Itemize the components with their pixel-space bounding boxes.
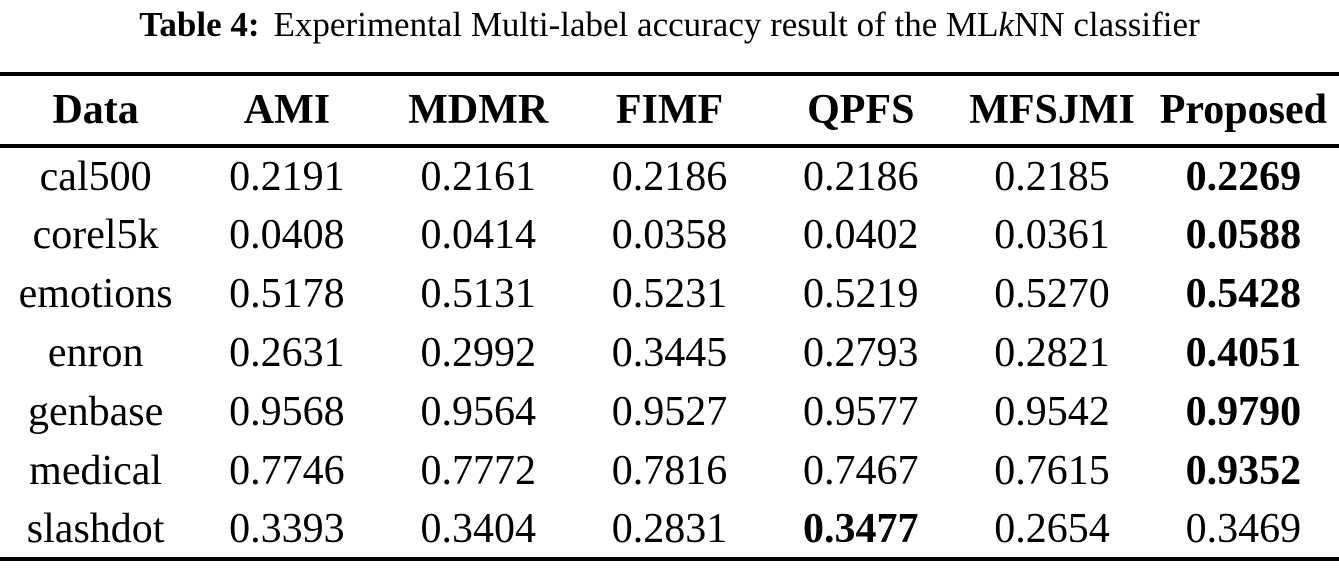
value-cell: 0.3404	[420, 505, 536, 552]
column-header-fimf: FIMF	[615, 87, 724, 133]
value-cell: 0.2269	[1185, 153, 1302, 200]
value-cell: 0.9568	[229, 388, 345, 435]
column-header-proposed: Proposed	[1159, 87, 1327, 133]
results-table: Data AMI MDMR FIMF QPFS MFSJMI Proposed cal500…	[0, 72, 1339, 561]
caption-label: Table 4:	[139, 5, 260, 44]
value-cell: 0.2654	[994, 505, 1110, 552]
value-cell: 0.7746	[229, 447, 345, 494]
dataset-name: corel5k	[32, 211, 159, 258]
table-header: Data AMI MDMR FIMF QPFS MFSJMI Proposed	[0, 74, 1339, 146]
value-cell: 0.0358	[611, 211, 728, 258]
value-cell: 0.9790	[1185, 388, 1302, 435]
value-cell: 0.2992	[420, 329, 536, 376]
column-header-data: Data	[52, 87, 139, 133]
value-cell: 0.5178	[229, 270, 345, 317]
dataset-name: medical	[29, 447, 163, 494]
table-row: medical 0.7746 0.7772 0.7816 0.7467 0.7615 0.9…	[0, 441, 1339, 500]
value-cell: 0.5428	[1185, 270, 1302, 317]
value-cell: 0.0402	[803, 211, 919, 258]
value-cell: 0.7816	[611, 447, 728, 494]
table-row: enron 0.2631 0.2992 0.3445 0.2793 0.2821 0.405…	[0, 323, 1339, 382]
column-header-mdmr: MDMR	[408, 87, 549, 133]
value-cell: 0.7467	[803, 447, 919, 494]
column-header-qpfs: QPFS	[807, 87, 915, 133]
value-cell: 0.9527	[611, 388, 728, 435]
table-row: corel5k 0.0408 0.0414 0.0358 0.0402 0.0361 0.0…	[0, 205, 1339, 264]
value-cell: 0.3393	[229, 505, 345, 552]
value-cell: 0.3477	[803, 505, 919, 552]
value-cell: 0.5219	[803, 270, 919, 317]
table-row: genbase 0.9568 0.9564 0.9527 0.9577 0.9542 0.9…	[0, 382, 1339, 441]
column-header-ami: AMI	[243, 87, 331, 133]
value-cell: 0.7615	[994, 447, 1110, 494]
dataset-name: genbase	[28, 388, 164, 435]
value-cell: 0.2821	[994, 329, 1110, 376]
dataset-name: emotions	[18, 270, 173, 317]
header-row: Data AMI MDMR FIMF QPFS MFSJMI Proposed	[0, 74, 1339, 146]
value-cell: 0.9577	[803, 388, 919, 435]
value-cell: 0.9564	[420, 388, 536, 435]
value-cell: 0.0361	[994, 211, 1110, 258]
table-row: emotions 0.5178 0.5131 0.5231 0.5219 0.5270 0.…	[0, 264, 1339, 323]
table-row: slashdot 0.3393 0.3404 0.2831 0.3477 0.2654 0.…	[0, 500, 1339, 559]
dataset-name: enron	[47, 329, 144, 376]
value-cell: 0.2186	[803, 153, 919, 200]
caption-italic-k: k	[998, 5, 1015, 44]
value-cell: 0.9542	[994, 388, 1110, 435]
value-cell: 0.3445	[611, 329, 728, 376]
dataset-name: cal500	[39, 153, 152, 200]
table-body: cal500 0.2191 0.2161 0.2186 0.2186 0.2185 0.22…	[0, 146, 1339, 559]
value-cell: 0.2185	[994, 153, 1110, 200]
value-cell: 0.3469	[1185, 505, 1302, 552]
table-caption: Table 4: Experimental Multi-label accurac…	[0, 0, 1339, 45]
column-header-mfsjmi: MFSJMI	[969, 87, 1135, 133]
value-cell: 0.2793	[803, 329, 919, 376]
value-cell: 0.0588	[1185, 211, 1302, 258]
value-cell: 0.5131	[420, 270, 536, 317]
value-cell: 0.5270	[994, 270, 1110, 317]
table-row: cal500 0.2191 0.2161 0.2186 0.2186 0.2185 0.22…	[0, 146, 1339, 205]
value-cell: 0.4051	[1185, 329, 1302, 376]
value-cell: 0.7772	[420, 447, 536, 494]
value-cell: 0.2831	[611, 505, 728, 552]
value-cell: 0.0414	[420, 211, 536, 258]
value-cell: 0.2161	[420, 153, 536, 200]
value-cell: 0.2191	[229, 153, 345, 200]
value-cell: 0.2186	[611, 153, 728, 200]
caption-text-before-k: Experimental Multi-label accuracy result…	[273, 5, 999, 44]
value-cell: 0.2631	[229, 329, 345, 376]
value-cell: 0.9352	[1185, 447, 1302, 494]
value-cell: 0.5231	[611, 270, 728, 317]
caption-text-after-k: NN classifier	[1014, 5, 1200, 44]
value-cell: 0.0408	[229, 211, 345, 258]
dataset-name: slashdot	[26, 505, 165, 552]
